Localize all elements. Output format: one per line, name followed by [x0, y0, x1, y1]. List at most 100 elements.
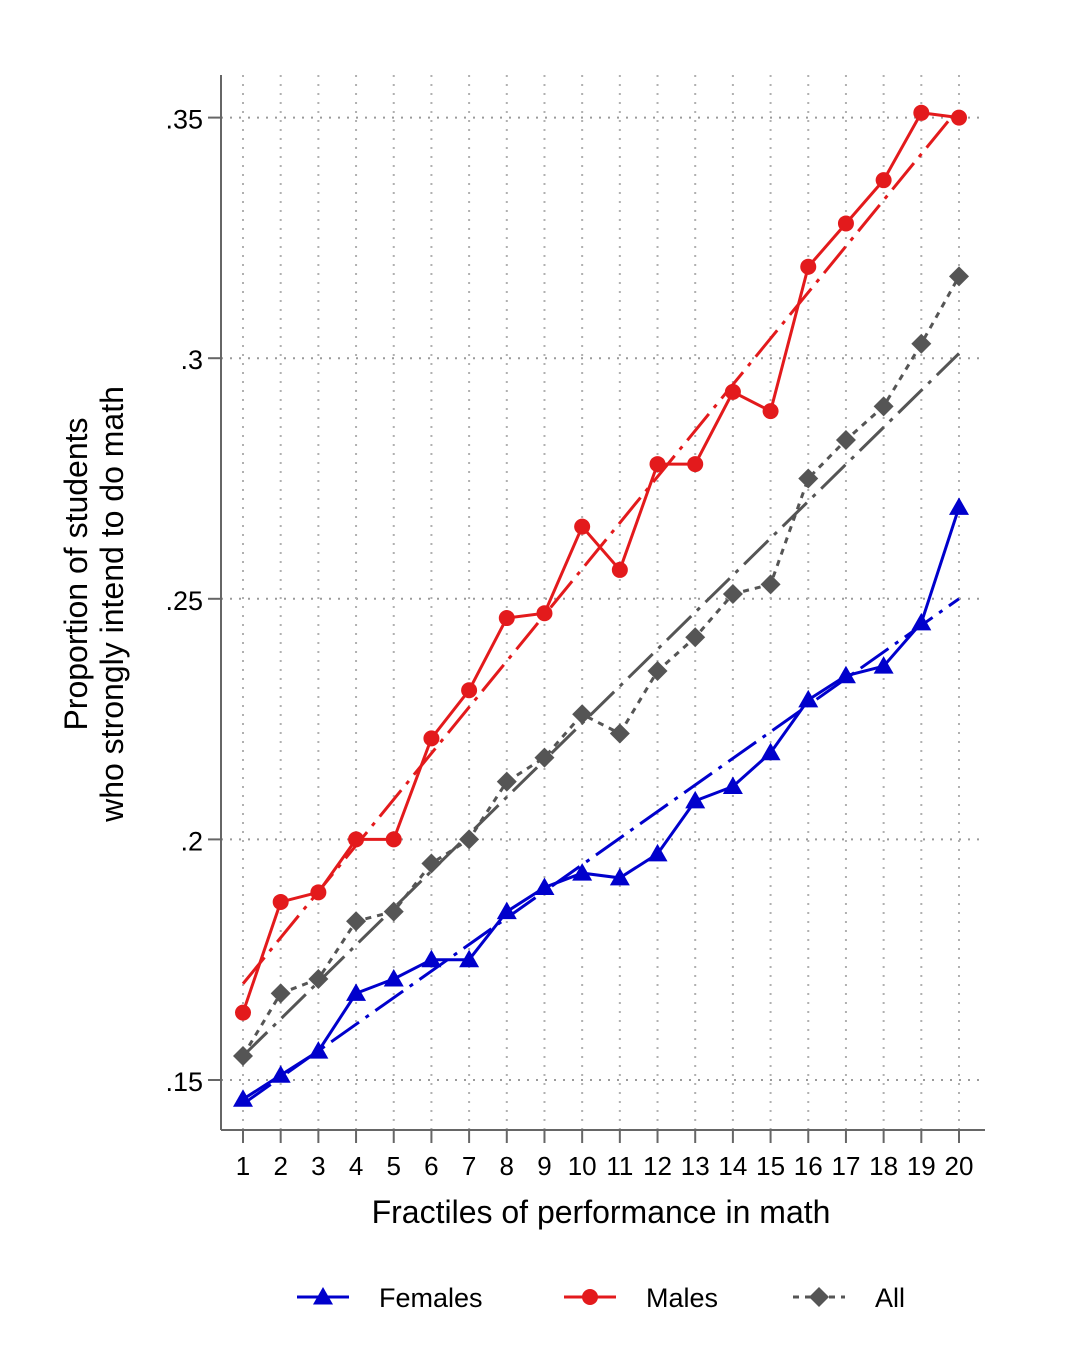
data-point-all	[609, 723, 630, 744]
data-point-all	[685, 627, 706, 648]
x-tick-label: 17	[831, 1151, 860, 1181]
data-point-all	[346, 911, 367, 932]
data-point-females	[496, 901, 517, 920]
legend-label-females: Females	[379, 1283, 483, 1313]
x-tick-label: 3	[311, 1151, 325, 1181]
data-point-all	[572, 704, 593, 725]
data-point-females	[760, 742, 781, 761]
y-axis-title-line-1: Proportion of students	[58, 417, 94, 730]
data-point-males	[913, 104, 930, 121]
data-point-all	[722, 583, 743, 604]
data-point-females	[346, 983, 367, 1001]
data-point-all	[233, 1045, 253, 1066]
series-layer	[233, 104, 969, 1107]
data-point-all	[383, 901, 404, 922]
x-axis-title: Fractiles of performance in math	[372, 1194, 831, 1230]
y-tick-label: .2	[180, 826, 203, 856]
data-point-females	[722, 776, 743, 794]
data-point-all	[911, 333, 932, 354]
data-point-females	[685, 790, 706, 809]
x-tick-label: 13	[681, 1151, 710, 1181]
data-point-males	[310, 884, 327, 901]
data-point-all	[798, 468, 819, 489]
x-tick-label: 16	[794, 1151, 823, 1181]
data-point-males	[687, 456, 704, 473]
legend-label-males: Males	[646, 1283, 718, 1313]
data-point-all	[459, 829, 480, 850]
data-point-males	[461, 682, 478, 699]
x-tick-label: 19	[907, 1151, 936, 1181]
y-tick-label: .3	[180, 345, 203, 375]
x-tick-label: 1	[236, 1151, 250, 1181]
data-point-females	[911, 612, 932, 631]
data-point-all	[949, 266, 969, 287]
legend-marker-all	[809, 1287, 829, 1307]
data-point-males	[724, 383, 741, 400]
y-tick-label: .35	[165, 105, 203, 135]
data-point-females	[383, 968, 404, 987]
data-point-females	[609, 867, 630, 886]
data-point-females	[459, 949, 480, 968]
x-tick-label: 20	[945, 1151, 974, 1181]
data-point-all	[760, 574, 781, 595]
legend-label-all: All	[875, 1283, 905, 1313]
x-tick-label: 6	[424, 1151, 438, 1181]
data-point-females	[270, 1065, 291, 1083]
data-point-males	[611, 561, 628, 578]
x-tick-label: 9	[537, 1151, 551, 1181]
series-line-males	[241, 111, 960, 1014]
data-point-males	[272, 893, 289, 910]
data-point-males	[235, 1004, 251, 1021]
y-tick-label: .25	[165, 586, 203, 616]
data-point-males	[423, 730, 440, 747]
data-point-females	[873, 656, 894, 674]
data-point-males	[536, 605, 553, 622]
data-point-females	[835, 665, 856, 684]
data-point-males	[649, 456, 666, 473]
data-point-males	[837, 215, 854, 232]
y-tick-label: .15	[165, 1067, 203, 1097]
data-point-females	[647, 843, 668, 862]
data-point-all	[421, 853, 442, 874]
data-point-males	[498, 610, 515, 627]
series-line-all	[241, 275, 961, 1057]
data-point-all	[496, 771, 517, 792]
x-tick-label: 12	[643, 1151, 672, 1181]
data-point-all	[873, 396, 894, 417]
data-point-all	[308, 968, 329, 989]
data-point-females	[949, 497, 969, 515]
grid-layer	[221, 75, 985, 1130]
legend-marker-males	[582, 1289, 598, 1305]
legend-marker-females	[313, 1287, 333, 1305]
data-point-males	[574, 518, 591, 535]
x-tick-label: 5	[387, 1151, 401, 1181]
data-point-females	[572, 863, 593, 881]
data-point-males	[875, 172, 892, 189]
data-point-males	[385, 831, 402, 848]
x-tick-label: 15	[756, 1151, 785, 1181]
legend: Females Males All	[297, 1283, 905, 1313]
fit-layer	[241, 107, 961, 1106]
data-point-females	[308, 1041, 329, 1059]
fit-line-all	[241, 352, 961, 1058]
x-tick-label: 7	[462, 1151, 476, 1181]
x-tick-label: 18	[869, 1151, 898, 1181]
x-tick-label: 2	[273, 1151, 287, 1181]
x-tick-label: 10	[568, 1151, 597, 1181]
data-point-females	[421, 949, 442, 968]
x-tick-label: 8	[500, 1151, 514, 1181]
x-tick-label: 14	[718, 1151, 747, 1181]
data-point-females	[798, 689, 819, 708]
data-point-all	[270, 983, 291, 1004]
series-line-females	[242, 506, 961, 1101]
data-point-females	[233, 1089, 253, 1107]
data-point-males	[800, 258, 817, 275]
data-point-males	[951, 109, 967, 126]
data-point-males	[348, 831, 365, 848]
y-axis-title-line-2: who strongly intend to do math	[94, 386, 130, 823]
data-point-all	[647, 660, 668, 681]
data-point-all	[835, 430, 856, 451]
x-tick-label: 4	[349, 1151, 363, 1181]
